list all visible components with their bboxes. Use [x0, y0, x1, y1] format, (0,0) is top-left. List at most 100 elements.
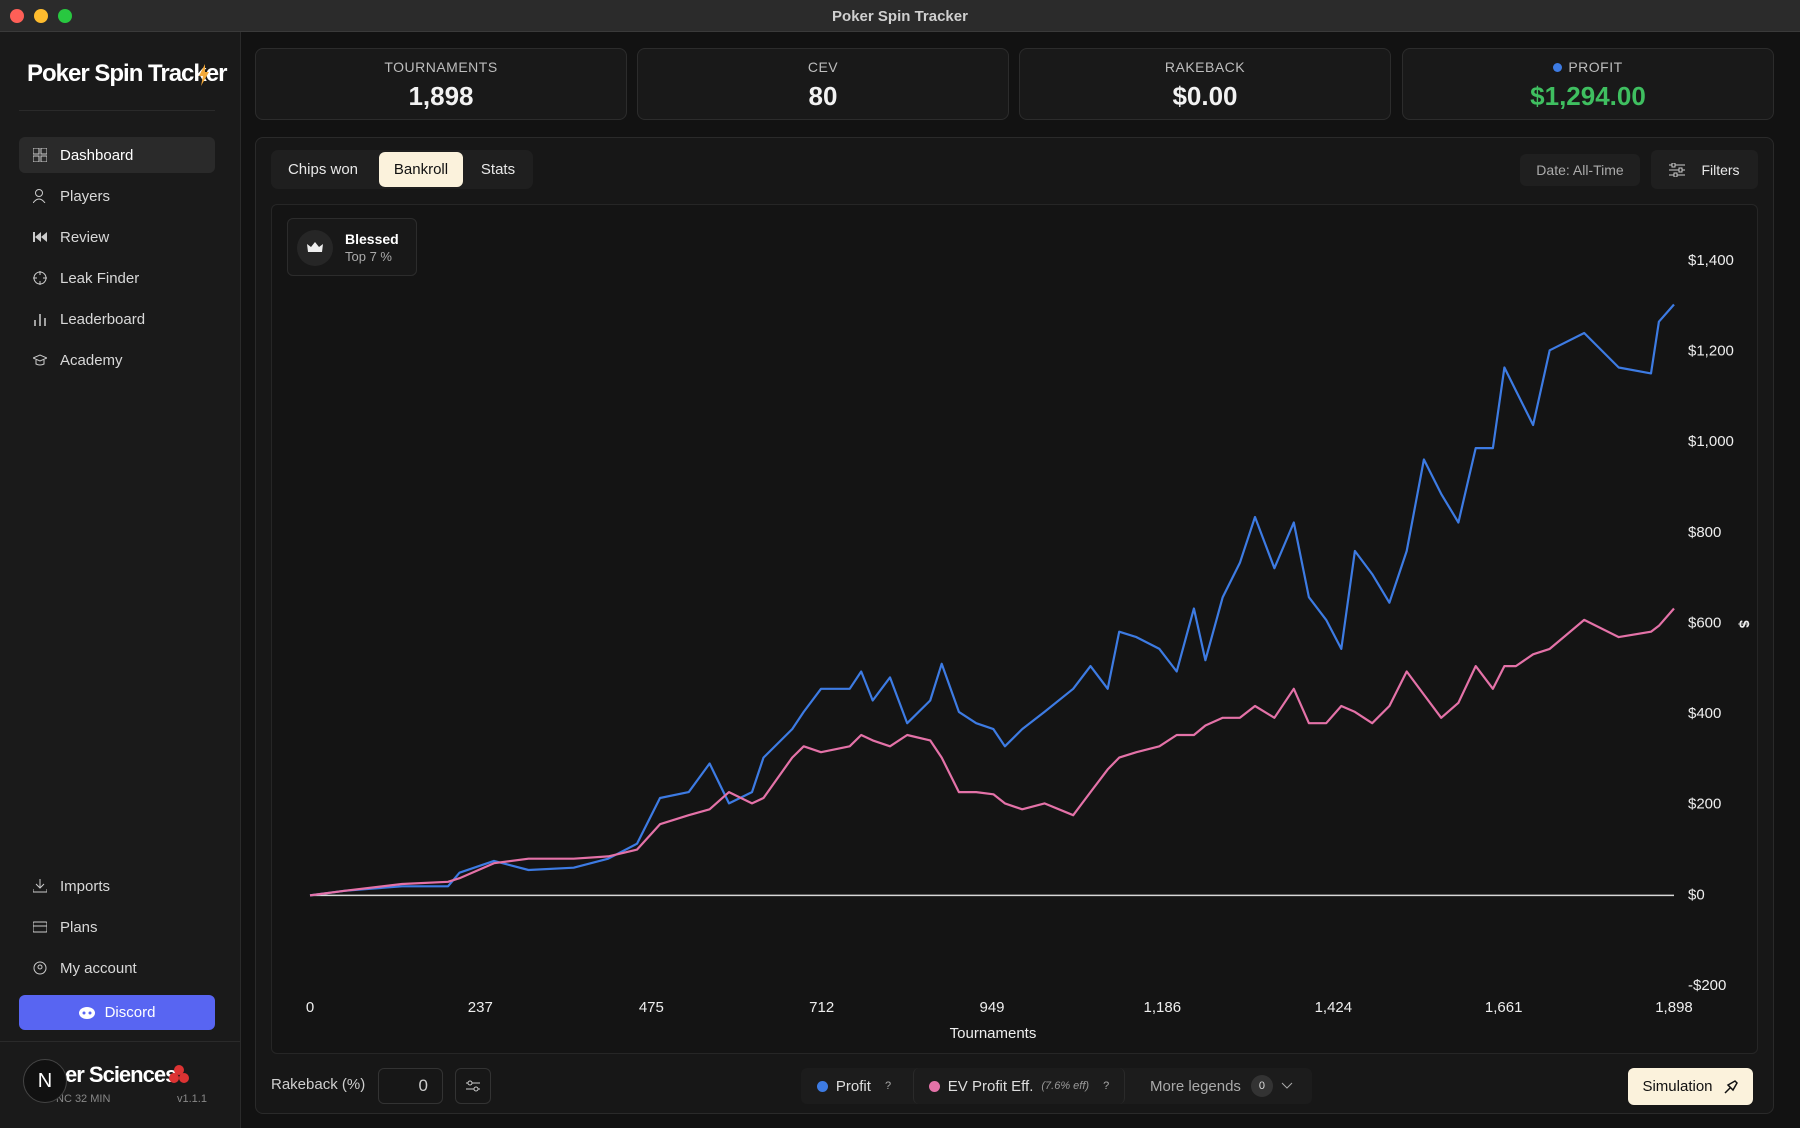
rakeback-input[interactable]: 0 — [378, 1068, 443, 1104]
stat-value: $1,294.00 — [1530, 81, 1646, 111]
y-tick-label: $1,200 — [1688, 343, 1734, 360]
divider — [0, 1041, 241, 1042]
nav-label: Players — [60, 187, 111, 205]
nav-item[interactable]: Imports — [19, 868, 215, 904]
x-tick-label: 1,424 — [1315, 999, 1353, 1016]
filters-button[interactable]: Filters — [1651, 150, 1758, 189]
y-tick-label: $400 — [1688, 705, 1721, 722]
chart-area — [271, 204, 1758, 1054]
legend-swatch — [928, 1080, 940, 1092]
stat-label: PROFIT — [1403, 59, 1773, 75]
x-tick-label: 1,898 — [1655, 999, 1693, 1016]
avatar[interactable]: N — [23, 1059, 67, 1103]
more-legends[interactable]: More legends 0 — [1131, 1068, 1312, 1104]
simulation-label: Simulation — [1642, 1078, 1713, 1095]
stat-card: TOURNAMENTS 1,898 — [255, 48, 627, 120]
y-tick-label: $600 — [1688, 614, 1721, 631]
y-tick-label: -$200 — [1688, 977, 1726, 994]
nav-label: Review — [60, 228, 110, 246]
x-axis-label: Tournaments — [950, 1025, 1037, 1042]
rakeback-settings[interactable] — [455, 1068, 491, 1104]
sidebar: Poker Spin Tracker Dashboard Players Rev… — [0, 32, 241, 1128]
stat-value: 80 — [808, 81, 838, 111]
badge-subtitle: Top 7 % — [345, 249, 392, 264]
stat-value: $0.00 — [1172, 81, 1238, 111]
nav-label: Academy — [60, 351, 123, 369]
tab[interactable]: Stats — [480, 161, 516, 178]
title-bar: Poker Spin Tracker — [0, 0, 1800, 32]
stat-label-text: PROFIT — [1568, 59, 1623, 75]
stat-card: CEV 80 — [637, 48, 1009, 120]
nav-item[interactable]: Review — [19, 219, 215, 255]
y-tick-label: $1,400 — [1688, 252, 1734, 269]
stat-card: PROFIT $1,294.00 — [1402, 48, 1774, 120]
divider — [19, 110, 215, 111]
x-tick-label: 1,186 — [1144, 999, 1182, 1016]
stat-label: RAKEBACK — [1164, 59, 1246, 75]
stat-value: 1,898 — [408, 81, 474, 111]
footer-brand: er Sciences — [65, 1062, 177, 1087]
tab-bar: Chips won Bankroll Stats — [271, 150, 533, 189]
simulation-button[interactable]: Simulation — [1628, 1068, 1753, 1105]
minimize-button[interactable] — [34, 9, 48, 23]
nav-label: Leak Finder — [60, 269, 140, 287]
x-tick-label: 949 — [979, 999, 1004, 1016]
x-tick-label: 712 — [809, 999, 834, 1016]
badge: Blessed Top 7 % — [287, 218, 417, 276]
close-button[interactable] — [10, 9, 24, 23]
nav-item[interactable]: Leaderboard — [19, 301, 215, 337]
y-axis-label: $ — [1736, 620, 1752, 628]
help-icon[interactable]: ? — [1103, 1080, 1110, 1092]
legend-item[interactable]: EV Profit Eff. (7.6% eff)? — [913, 1068, 1125, 1104]
nav-item[interactable]: Academy — [19, 342, 215, 378]
more-legends-label: More legends — [1150, 1077, 1241, 1095]
series-line — [309, 607, 1675, 897]
legend-label: Profit — [835, 1077, 871, 1095]
nav-item[interactable]: Plans — [19, 909, 215, 945]
tab-active[interactable]: Bankroll — [379, 152, 463, 187]
badge-title: Blessed — [345, 231, 399, 247]
y-tick-label: $1,000 — [1688, 433, 1734, 450]
y-tick-label: $800 — [1688, 524, 1721, 541]
nav-item[interactable]: Players — [19, 178, 215, 214]
legend — [801, 1068, 1312, 1104]
badge-icon — [297, 230, 333, 266]
x-tick-label: 0 — [306, 999, 314, 1016]
legend-label: EV Profit Eff. — [947, 1077, 1034, 1095]
nav-item[interactable]: My account — [19, 950, 215, 986]
nav-label: My account — [60, 959, 137, 977]
legend-swatch — [816, 1080, 828, 1092]
nav-item[interactable]: Leak Finder — [19, 260, 215, 296]
help-icon[interactable]: ? — [884, 1080, 892, 1092]
x-tick-label: 475 — [639, 999, 664, 1016]
discord-label: Discord — [104, 1004, 156, 1021]
filters-label: Filters — [1701, 161, 1740, 178]
discord-button[interactable]: Discord — [19, 995, 215, 1030]
stat-label: CEV — [807, 59, 839, 75]
y-tick-label: $200 — [1688, 796, 1721, 813]
version: v1.1.1 — [177, 1093, 207, 1105]
chart-panel: Chips won Bankroll Stats Date: All-Time … — [255, 137, 1774, 1114]
window-title: Poker Spin Tracker — [832, 8, 968, 25]
brand: Poker Spin Tracker — [27, 60, 227, 87]
brand-bolt — [199, 64, 209, 86]
x-tick-label: 237 — [468, 999, 493, 1016]
nav-label: Plans — [60, 918, 98, 936]
tab[interactable]: Chips won — [287, 161, 359, 178]
date-filter[interactable]: Date: All-Time — [1520, 154, 1640, 186]
nav-label: Dashboard — [60, 146, 134, 164]
nav-label: Leaderboard — [60, 310, 146, 328]
nav-item[interactable]: Dashboard — [19, 137, 215, 173]
legend-item[interactable]: Profit? — [801, 1068, 907, 1104]
stat-card: RAKEBACK $0.00 — [1019, 48, 1391, 120]
rakeback-label: Rakeback (%) — [271, 1076, 366, 1093]
x-tick-label: 1,661 — [1485, 999, 1523, 1016]
footer-sub: NC 32 MIN — [56, 1093, 111, 1105]
series-line — [309, 303, 1675, 897]
zoom-button[interactable] — [58, 9, 72, 23]
y-tick-label: $0 — [1688, 886, 1705, 903]
footer-logo — [169, 1065, 189, 1083]
nav-label: Imports — [60, 877, 111, 895]
